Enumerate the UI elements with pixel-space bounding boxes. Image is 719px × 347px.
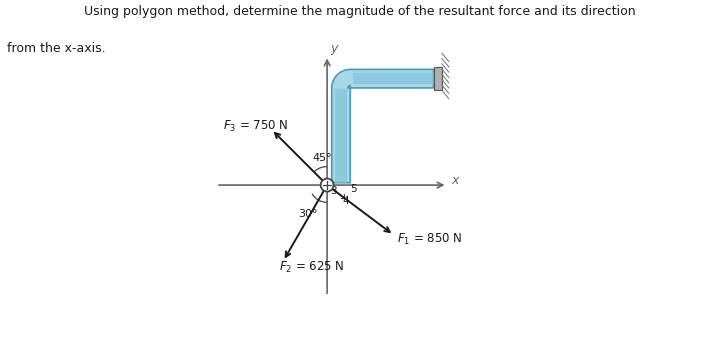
Polygon shape bbox=[354, 73, 434, 84]
Text: 3: 3 bbox=[330, 186, 336, 196]
Circle shape bbox=[321, 179, 334, 192]
Text: y: y bbox=[330, 42, 337, 55]
Text: $F_3$ = 750 N: $F_3$ = 750 N bbox=[223, 118, 288, 134]
Text: 5: 5 bbox=[349, 184, 357, 194]
Text: x: x bbox=[451, 174, 459, 187]
Polygon shape bbox=[331, 69, 434, 183]
Text: 30°: 30° bbox=[298, 209, 318, 219]
Text: $F_2$ = 625 N: $F_2$ = 625 N bbox=[278, 260, 344, 276]
Text: 45°: 45° bbox=[312, 153, 332, 163]
Polygon shape bbox=[434, 67, 442, 90]
Text: 4: 4 bbox=[343, 196, 349, 206]
Polygon shape bbox=[336, 89, 347, 183]
Text: Using polygon method, determine the magnitude of the resultant force and its dir: Using polygon method, determine the magn… bbox=[83, 5, 636, 18]
Text: from the x-axis.: from the x-axis. bbox=[7, 42, 106, 55]
Text: $F_1$ = 850 N: $F_1$ = 850 N bbox=[398, 232, 463, 247]
